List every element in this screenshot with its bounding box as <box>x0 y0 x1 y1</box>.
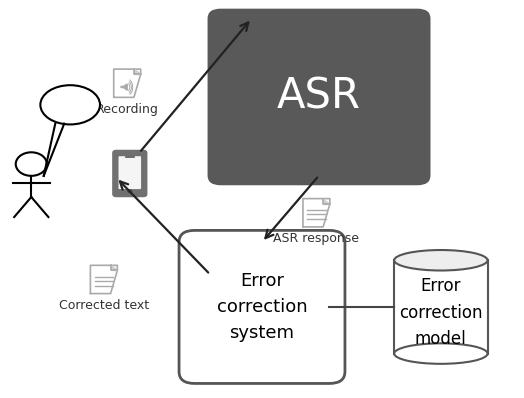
Text: Error
correction
model: Error correction model <box>399 277 483 348</box>
Polygon shape <box>111 265 117 270</box>
Polygon shape <box>114 69 140 98</box>
Text: Error
correction
system: Error correction system <box>217 271 307 342</box>
Text: Corrected text: Corrected text <box>59 299 149 312</box>
FancyBboxPatch shape <box>118 156 141 189</box>
Polygon shape <box>323 199 330 204</box>
FancyBboxPatch shape <box>112 150 147 197</box>
Polygon shape <box>134 69 140 74</box>
Text: ASR response: ASR response <box>274 232 359 245</box>
Text: ASR: ASR <box>277 76 361 118</box>
Text: Recording: Recording <box>96 103 159 116</box>
Polygon shape <box>91 265 117 294</box>
Polygon shape <box>121 84 127 90</box>
Polygon shape <box>43 124 64 176</box>
FancyBboxPatch shape <box>208 9 431 185</box>
FancyBboxPatch shape <box>179 230 345 383</box>
Circle shape <box>128 189 132 193</box>
Polygon shape <box>394 260 487 353</box>
Ellipse shape <box>394 343 487 364</box>
Polygon shape <box>303 199 330 227</box>
Ellipse shape <box>394 250 487 271</box>
Ellipse shape <box>40 85 100 125</box>
